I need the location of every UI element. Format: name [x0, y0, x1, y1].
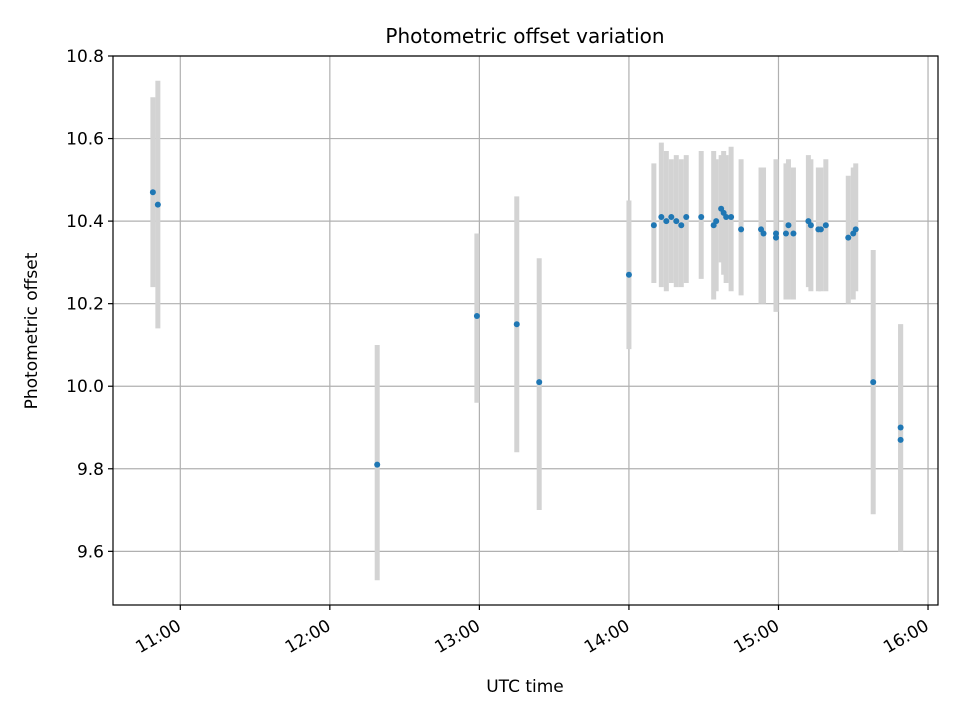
data-point [807, 222, 814, 229]
data-point [663, 218, 670, 225]
data-point [678, 222, 685, 229]
plot-frame [112, 55, 939, 606]
y-tick-label: 9.6 [77, 542, 104, 562]
data-point [897, 424, 904, 431]
data-point [782, 230, 789, 237]
data-point [668, 213, 675, 220]
data-point [897, 436, 904, 443]
data-point [723, 213, 730, 220]
y-tick-label: 10.8 [66, 47, 104, 67]
data-point [760, 230, 767, 237]
x-axis-label: UTC time [486, 677, 564, 697]
data-point [698, 213, 705, 220]
data-point [817, 226, 824, 233]
data-point [713, 218, 720, 225]
data-point [658, 213, 665, 220]
data-points [149, 189, 904, 468]
data-point [536, 379, 543, 386]
data-point [149, 189, 156, 196]
data-point [625, 271, 632, 278]
data-point [513, 321, 520, 328]
data-point [738, 226, 745, 233]
y-axis-label: Photometric offset [22, 252, 42, 409]
y-tick-label: 10.6 [66, 130, 104, 150]
y-tick-label: 10.0 [66, 377, 104, 397]
data-point [772, 230, 779, 237]
data-point [852, 226, 859, 233]
data-point [870, 379, 877, 386]
data-point [683, 213, 690, 220]
data-point [728, 213, 735, 220]
data-point [822, 222, 829, 229]
data-point [790, 230, 797, 237]
data-point [673, 218, 680, 225]
y-tick-label: 10.4 [66, 212, 104, 232]
data-point [374, 461, 381, 468]
data-point [473, 313, 480, 320]
data-point [785, 222, 792, 229]
data-point [650, 222, 657, 229]
data-point [772, 234, 779, 241]
data-point [845, 234, 852, 241]
data-point [154, 201, 161, 208]
y-tick-label: 10.2 [66, 295, 104, 315]
y-tick-label: 9.8 [77, 460, 104, 480]
chart-title: Photometric offset variation [385, 24, 664, 48]
